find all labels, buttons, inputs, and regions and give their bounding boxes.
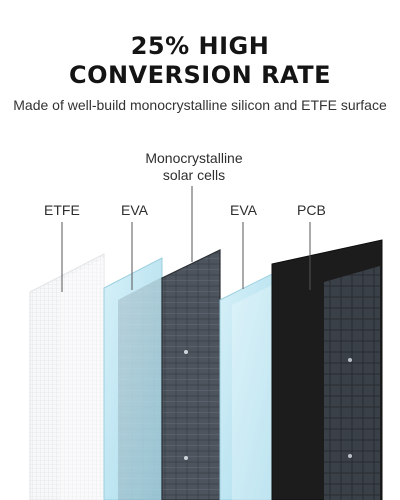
label-eva-top: EVA <box>121 202 148 218</box>
label-eva-bottom: EVA <box>230 202 257 218</box>
headline-line-1: 25% HIGH <box>130 32 270 60</box>
solar-cells-layer <box>161 249 221 500</box>
eva-top-layer <box>103 257 163 500</box>
label-monocrystalline-line2: solar cells <box>162 167 226 183</box>
label-etfe: ETFE <box>44 202 80 218</box>
label-pcb: PCB <box>297 202 326 218</box>
label-monocrystalline-cells: Monocrystalline solar cells <box>122 150 266 184</box>
headline-line-2: CONVERSION RATE <box>68 61 332 89</box>
callout-lines <box>61 186 311 292</box>
etfe-layer <box>29 253 105 500</box>
pcb-layer <box>271 239 383 500</box>
eva-bottom-layer <box>219 273 273 500</box>
subtitle: Made of well-build monocrystalline silic… <box>13 97 387 113</box>
label-monocrystalline-line1: Monocrystalline <box>145 150 243 166</box>
